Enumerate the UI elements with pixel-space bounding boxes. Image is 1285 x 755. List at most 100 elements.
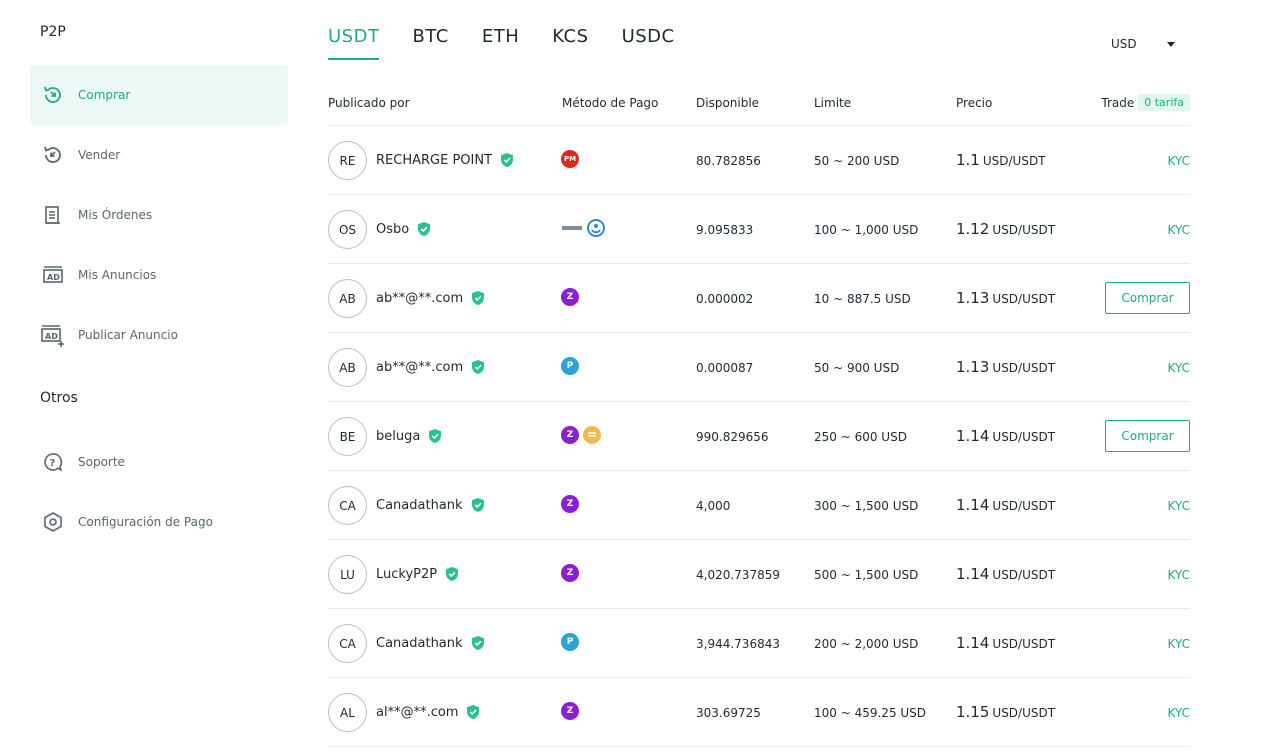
svg-text:AD: AD [47,273,60,282]
header-payment: Método de Pago [562,95,659,110]
kyc-link[interactable]: KYC [1167,568,1191,582]
sidebar-item-label: Mis Anuncios [78,268,157,282]
sell-icon [40,142,66,168]
available-amount: 0.000002 [696,292,754,306]
avatar[interactable]: RE [328,141,367,180]
limit-range: 10 ~ 887.5 USD [814,292,911,306]
buy-button[interactable]: Comprar [1105,282,1190,314]
tab-btc[interactable]: BTC [412,26,449,47]
kyc-link[interactable]: KYC [1167,361,1191,375]
kyc-link[interactable]: KYC [1167,706,1191,720]
table-row: AB ab**@**.com Z 0.000002 10 ~ 887.5 USD 1.13… [328,264,1190,333]
price-value: 1.13 [956,289,990,307]
price-cell: 1.14 USD/USDT [956,565,1055,583]
publisher-name[interactable]: Canadathank [376,635,463,651]
kyc-link[interactable]: KYC [1167,154,1191,168]
limit-range: 100 ~ 459.25 USD [814,706,927,720]
price-cell: 1.14 USD/USDT [956,427,1055,445]
kyc-link[interactable]: KYC [1167,223,1191,237]
publisher-name-wrap: Canadathank [376,635,485,651]
sidebar-item-soporte[interactable]: ? Soporte [30,432,288,492]
verified-shield-icon [418,222,431,236]
table-row: BE beluga Z 990.829656 250 ~ 600 USD 1.14 USD/… [328,402,1190,471]
sidebar-item-mis-anuncios[interactable]: AD Mis Anuncios [30,245,288,305]
kyc-link[interactable]: KYC [1167,637,1191,651]
publisher-name-wrap: ab**@**.com [376,290,485,306]
publisher-name-wrap: beluga [376,428,442,444]
publisher-name[interactable]: ab**@**.com [376,359,464,375]
verified-shield-icon [472,360,485,374]
coin-tabs: USDT BTC ETH KCS USDC [328,26,708,60]
tab-usdc[interactable]: USDC [621,26,675,47]
tab-eth[interactable]: ETH [481,26,520,47]
price-cell: 1.14 USD/USDT [956,634,1055,652]
publisher-name-wrap: ab**@**.com [376,359,485,375]
sidebar-item-configuracion-pago[interactable]: Configuración de Pago [30,492,288,552]
bank-card-icon [583,426,601,444]
avatar[interactable]: BE [328,417,367,456]
price-unit: USD/USDT [992,637,1056,651]
available-amount: 3,944.736843 [696,637,780,651]
ads-icon: AD [40,262,66,288]
avatar[interactable]: AL [328,693,367,732]
publisher-name[interactable]: LuckyP2P [376,566,438,582]
price-unit: USD/USDT [992,292,1056,306]
available-amount: 303.69725 [696,706,761,720]
zelle-icon: Z [561,702,579,720]
section-heading-p2p: P2P [40,24,66,40]
payment-methods: Z [561,426,601,444]
avatar[interactable]: CA [328,486,367,525]
verified-shield-icon [429,429,442,443]
sidebar-item-publicar-anuncio[interactable]: AD Publicar Anuncio [30,305,288,365]
tab-kcs[interactable]: KCS [552,26,589,47]
price-unit: USD/USDT [992,499,1056,513]
price-unit: USD/USDT [992,568,1056,582]
avatar[interactable]: AB [328,279,367,318]
publisher-name-wrap: LuckyP2P [376,566,459,582]
publisher-name-wrap: al**@**.com [376,704,480,720]
buy-button[interactable]: Comprar [1105,420,1190,452]
publisher-name[interactable]: al**@**.com [376,704,459,720]
avatar[interactable]: LU [328,555,367,594]
table-row: LU LuckyP2P Z 4,020.737859 500 ~ 1,500 USD 1.… [328,540,1190,609]
avatar[interactable]: CA [328,624,367,663]
header-trade-label: Trade [1101,95,1135,110]
kyc-link[interactable]: KYC [1167,499,1191,513]
sidebar-item-vender[interactable]: Vender [30,125,288,185]
price-value: 1.14 [956,634,990,652]
publisher-name[interactable]: Canadathank [376,497,463,513]
header-available: Disponible [696,95,760,110]
publisher-name[interactable]: RECHARGE POINT [376,152,493,168]
verified-shield-icon [471,636,484,650]
payment-settings-icon [40,509,66,535]
price-value: 1.14 [956,427,990,445]
verified-shield-icon [471,498,484,512]
currency-select[interactable]: USD [1111,37,1175,51]
table-header: Publicado por Método de Pago Disponible … [328,80,1190,126]
sidebar-item-label: Vender [78,148,121,162]
sidebar-item-comprar[interactable]: Comprar [30,65,288,125]
price-unit: USD/USDT [992,361,1056,375]
publisher-name[interactable]: beluga [376,428,421,444]
zelle-icon: Z [561,495,579,513]
sidebar-item-mis-ordenes[interactable]: Mis Órdenes [30,185,288,245]
buy-icon [40,82,66,108]
svg-text:?: ? [50,458,56,469]
publisher-name[interactable]: ab**@**.com [376,290,464,306]
publisher-name[interactable]: Osbo [376,221,410,237]
header-limit: Limite [814,95,852,110]
orders-icon [40,202,66,228]
zelle-icon: Z [561,564,579,582]
avatar[interactable]: AB [328,348,367,387]
chevron-down-icon [1166,41,1175,47]
price-value: 1.1 [956,151,980,169]
price-unit: USD/USDT [992,223,1056,237]
tab-usdt[interactable]: USDT [328,26,380,60]
available-amount: 4,020.737859 [696,568,780,582]
payment-methods: Z [561,495,579,513]
price-cell: 1.1 USD/USDT [956,151,1046,169]
publisher-name-wrap: RECHARGE POINT [376,152,514,168]
payment-methods: P [561,357,579,375]
currency-value: USD [1111,37,1137,51]
avatar[interactable]: OS [328,210,367,249]
